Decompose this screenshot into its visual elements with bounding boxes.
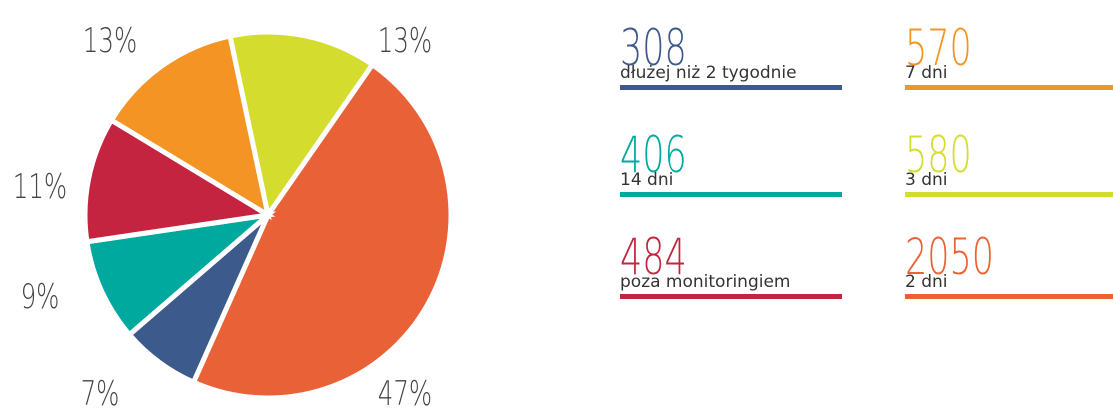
pie-percent-label: 47% (378, 374, 432, 413)
legend-bar (905, 192, 1113, 197)
legend-bar (905, 294, 1113, 299)
legend-bar (620, 192, 842, 197)
legend-count: 580 (905, 127, 972, 185)
pie-slice (84, 211, 277, 339)
pie-slice (108, 33, 272, 221)
pie-slice (226, 29, 376, 222)
pie-percent-label: 11% (13, 167, 67, 206)
legend-label: 3 dni (905, 170, 948, 190)
pie-slice (190, 61, 454, 401)
legend-label: dłużej niż 2 tygodnie (620, 63, 797, 83)
legend-label: 7 dni (905, 63, 948, 83)
legend-label: 2 dni (905, 272, 948, 292)
pie-percent-label: 7% (81, 374, 120, 413)
legend-label: poza monitoringiem (620, 272, 790, 292)
legend-count: 570 (905, 20, 972, 78)
pie-slice (82, 116, 276, 245)
legend-count: 406 (620, 127, 687, 185)
pie-percent-label: 13% (83, 21, 137, 60)
legend-bar (620, 85, 842, 90)
legend-label: 14 dni (620, 170, 673, 190)
legend-count: 2050 (905, 229, 994, 287)
pie-percent-label: 9% (21, 277, 60, 316)
legend-bar (620, 294, 842, 299)
legend-bar (905, 85, 1113, 90)
pie-percent-label: 13% (378, 21, 432, 60)
legend-count: 308 (620, 20, 687, 78)
legend-count: 484 (620, 229, 687, 287)
